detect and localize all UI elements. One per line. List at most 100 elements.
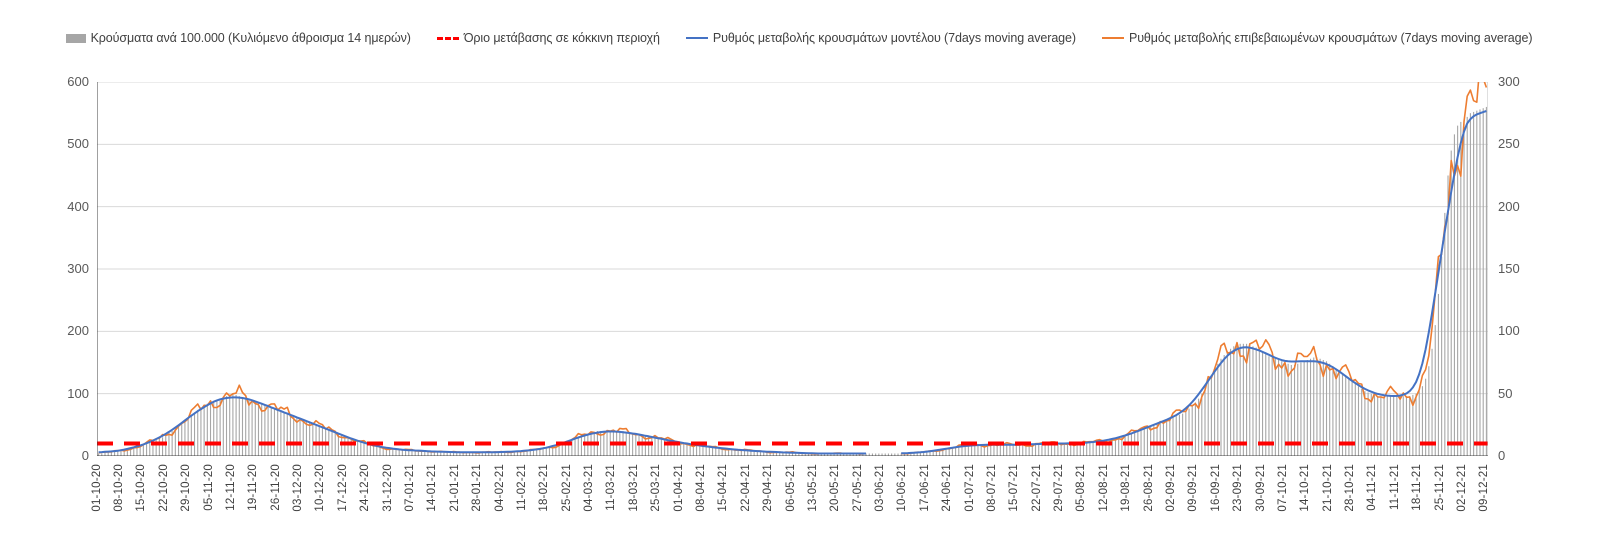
bar	[600, 431, 602, 456]
x-axis-tick-label: 29-07-21	[1053, 464, 1066, 512]
bar	[1431, 348, 1433, 456]
bar	[366, 444, 368, 456]
bar	[309, 422, 311, 456]
bar	[875, 453, 877, 456]
bar	[1086, 442, 1088, 456]
bar	[363, 443, 365, 456]
legend-label-red-threshold: Όριο μετάβασης σε κόκκινη περιοχή	[463, 31, 660, 45]
bar	[133, 448, 135, 456]
x-axis-tick-label: 12-11-20	[224, 464, 237, 511]
bar	[225, 396, 228, 456]
bar	[149, 442, 151, 456]
bar	[1082, 443, 1085, 456]
bar	[759, 451, 762, 456]
bar	[277, 409, 279, 456]
bar	[1153, 424, 1155, 456]
x-axis-tick-label: 02-09-21	[1165, 464, 1178, 512]
bar	[1348, 378, 1350, 456]
bar	[958, 446, 960, 456]
bar	[1380, 396, 1382, 456]
bar	[823, 453, 826, 456]
bar	[229, 394, 231, 456]
y-axis-tick-left: 600	[67, 74, 89, 89]
x-axis-tick-label: 10-12-20	[314, 464, 327, 512]
x-axis-tick-label: 26-08-21	[1142, 464, 1155, 512]
bar	[1175, 416, 1177, 456]
bar	[955, 447, 957, 456]
x-axis-tick-label: 23-09-21	[1232, 464, 1245, 512]
bar	[1191, 406, 1193, 456]
bar	[923, 452, 925, 456]
x-axis-tick-label: 04-11-21	[1366, 464, 1379, 511]
bar	[190, 414, 192, 456]
legend-item-red-threshold[interactable]: Όριο μετάβασης σε κόκκινη περιοχή	[436, 31, 660, 45]
bar	[1399, 396, 1401, 456]
bar	[373, 446, 375, 456]
bar	[1255, 347, 1257, 456]
x-axis-tick-label: 08-10-20	[112, 464, 125, 512]
x-axis-tick-label: 21-10-21	[1321, 464, 1334, 512]
bar	[1246, 343, 1248, 456]
bar	[577, 437, 579, 456]
bar	[1217, 363, 1219, 456]
bar	[724, 448, 726, 456]
x-axis-tick-label: 28-10-21	[1344, 464, 1357, 512]
bar	[232, 393, 234, 456]
bar	[1476, 110, 1478, 456]
bar	[1242, 343, 1244, 456]
bar	[836, 453, 838, 456]
x-axis-tick-label: 03-06-21	[874, 464, 887, 512]
bar	[715, 447, 717, 456]
legend-item-model-rate[interactable]: Ρυθμός μεταβολής κρουσμάτων μοντέλου (7d…	[685, 31, 1076, 45]
bar	[948, 448, 950, 456]
bar	[664, 439, 666, 456]
bar	[545, 448, 547, 456]
bar	[811, 453, 813, 456]
bar	[1479, 109, 1481, 456]
bar	[1073, 443, 1075, 456]
bar	[1316, 357, 1318, 456]
bar	[193, 412, 196, 456]
bar	[1079, 443, 1081, 456]
x-axis-tick-label: 08-07-21	[985, 464, 998, 512]
bar	[881, 453, 883, 456]
bar	[542, 448, 544, 456]
y-axis-tick-right: 0	[1498, 448, 1506, 463]
x-axis-tick-label: 29-04-21	[762, 464, 775, 512]
bar	[1453, 134, 1455, 456]
x-axis-tick-label: 04-03-21	[583, 464, 596, 512]
bar	[1300, 362, 1302, 456]
bar	[177, 426, 180, 456]
bar	[939, 449, 941, 456]
bar	[305, 421, 307, 456]
bar	[98, 453, 100, 456]
y-axis-tick-left: 200	[67, 323, 89, 339]
bar	[472, 452, 474, 456]
bar	[430, 451, 432, 456]
legend-item-cases-per-100k[interactable]: Κρούσματα ανά 100.000 (Κυλιόμενο άθροισμ…	[65, 31, 411, 45]
bar	[680, 442, 682, 456]
bar	[1313, 357, 1315, 456]
x-axis-tick-label: 25-02-21	[560, 464, 573, 512]
bar	[868, 453, 870, 456]
bar	[1329, 363, 1331, 456]
bar	[261, 403, 263, 456]
bar	[750, 451, 752, 456]
legend-item-confirmed-rate[interactable]: Ρυθμός μεταβολής επιβεβαιωμένων κρουσμάτ…	[1101, 31, 1533, 45]
bar	[289, 414, 292, 456]
bar	[791, 452, 794, 456]
bar	[1450, 150, 1452, 456]
bar	[1370, 393, 1372, 456]
bar	[302, 419, 304, 456]
bar	[561, 443, 563, 456]
y-axis-tick-left: 0	[81, 448, 89, 463]
bar	[1268, 356, 1270, 456]
bar	[1018, 444, 1021, 456]
bar	[603, 431, 605, 456]
bar	[718, 448, 720, 456]
bar	[1102, 441, 1104, 456]
bar	[494, 452, 496, 456]
x-axis-tick-label: 08-04-21	[694, 464, 707, 512]
bar	[1124, 436, 1126, 456]
x-axis-tick-label: 15-04-21	[717, 464, 730, 512]
